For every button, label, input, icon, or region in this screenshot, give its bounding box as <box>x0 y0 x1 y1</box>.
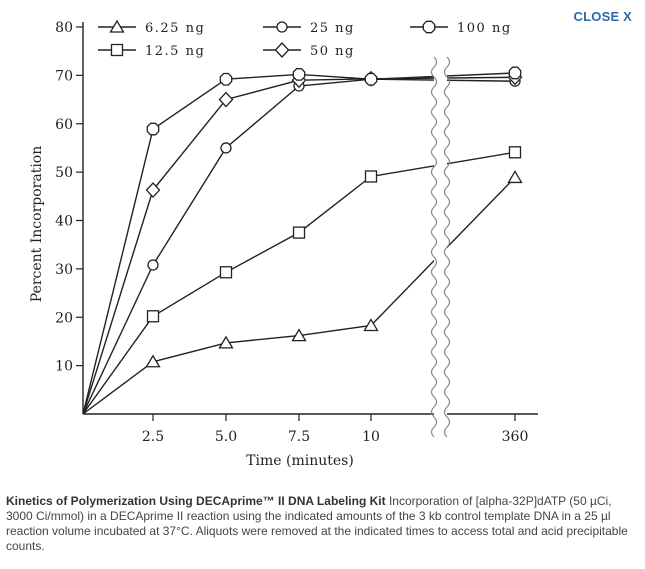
axis-break-right-edge <box>443 56 451 438</box>
axis-break-gap <box>434 57 447 432</box>
x-axis-title: Time (minutes) <box>246 453 354 469</box>
data-point <box>145 182 161 198</box>
y-tick-label: 60 <box>55 117 73 133</box>
series-line <box>82 78 516 415</box>
y-tick-label: 80 <box>55 20 73 36</box>
data-point <box>508 146 522 159</box>
data-point <box>364 72 378 86</box>
data-point <box>508 66 522 80</box>
legend-marker <box>422 20 436 34</box>
caption-body: Incorporation of [alpha-32P]dATP (50 µCi… <box>6 494 628 553</box>
x-tick-label: 5.0 <box>215 429 237 445</box>
data-point <box>292 68 306 81</box>
data-point <box>220 142 232 154</box>
axis-break <box>430 56 451 438</box>
series-layer <box>82 66 523 415</box>
data-point <box>291 328 307 342</box>
legend-item: 50 ng <box>263 42 355 59</box>
legend-marker <box>276 21 288 33</box>
figure-caption: Kinetics of Polymerization Using DECApri… <box>6 494 638 554</box>
legend-marker <box>274 42 290 58</box>
data-point <box>218 91 234 108</box>
data-point <box>146 310 160 323</box>
y-tick-label: 70 <box>55 68 73 84</box>
series-line <box>82 176 516 415</box>
legend-label: 25 ng <box>310 21 355 36</box>
data-point <box>219 266 233 279</box>
y-axis-title: Percent Incorporation <box>29 146 45 302</box>
legend-label: 50 ng <box>310 44 355 59</box>
legend-marker <box>109 19 125 33</box>
axes: 10 20 30 40 50 60 70 80 2.5 5.0 7.5 10 360 <box>55 20 538 445</box>
axis-break-left-edge <box>430 56 438 438</box>
y-tick-label: 30 <box>55 262 73 278</box>
series-line <box>82 151 516 415</box>
series-line <box>82 72 516 415</box>
x-tick-label: 10 <box>362 429 380 445</box>
legend-item: 12.5 ng <box>98 43 205 59</box>
x-tick-label: 7.5 <box>288 429 310 445</box>
legend-label: 6.25 ng <box>145 21 205 36</box>
polymerization-chart: 10 20 30 40 50 60 70 80 2.5 5.0 7.5 10 360 6.25 ng 12… <box>29 19 538 469</box>
data-point <box>218 335 234 349</box>
close-button[interactable]: CLOSE X <box>573 9 632 24</box>
series-12-5-ng <box>82 146 522 415</box>
x-tick-label: 360 <box>502 429 529 445</box>
data-point <box>219 72 233 86</box>
legend-marker <box>110 43 124 57</box>
y-tick-label: 50 <box>55 165 73 181</box>
legend: 6.25 ng 12.5 ng 25 ng 50 ng 100 ng <box>98 19 512 59</box>
data-point <box>146 122 160 136</box>
x-tick-label: 2.5 <box>142 429 164 445</box>
legend-item: 6.25 ng <box>98 19 205 36</box>
series-25-ng <box>82 73 521 415</box>
y-tick-label: 10 <box>55 359 73 375</box>
legend-item: 100 ng <box>410 20 512 36</box>
y-tick-label: 40 <box>55 214 73 230</box>
legend-label: 100 ng <box>457 21 512 36</box>
data-point <box>147 259 159 271</box>
series-6-25-ng <box>82 170 523 415</box>
data-point <box>363 318 379 332</box>
y-tick-label: 20 <box>55 310 73 326</box>
data-point <box>145 354 161 368</box>
caption-title: Kinetics of Polymerization Using DECApri… <box>6 494 386 508</box>
legend-label: 12.5 ng <box>145 44 205 59</box>
data-point <box>364 170 378 183</box>
data-point <box>507 170 523 184</box>
series-100-ng <box>82 66 522 415</box>
legend-item: 25 ng <box>263 21 355 36</box>
data-point <box>292 226 306 239</box>
